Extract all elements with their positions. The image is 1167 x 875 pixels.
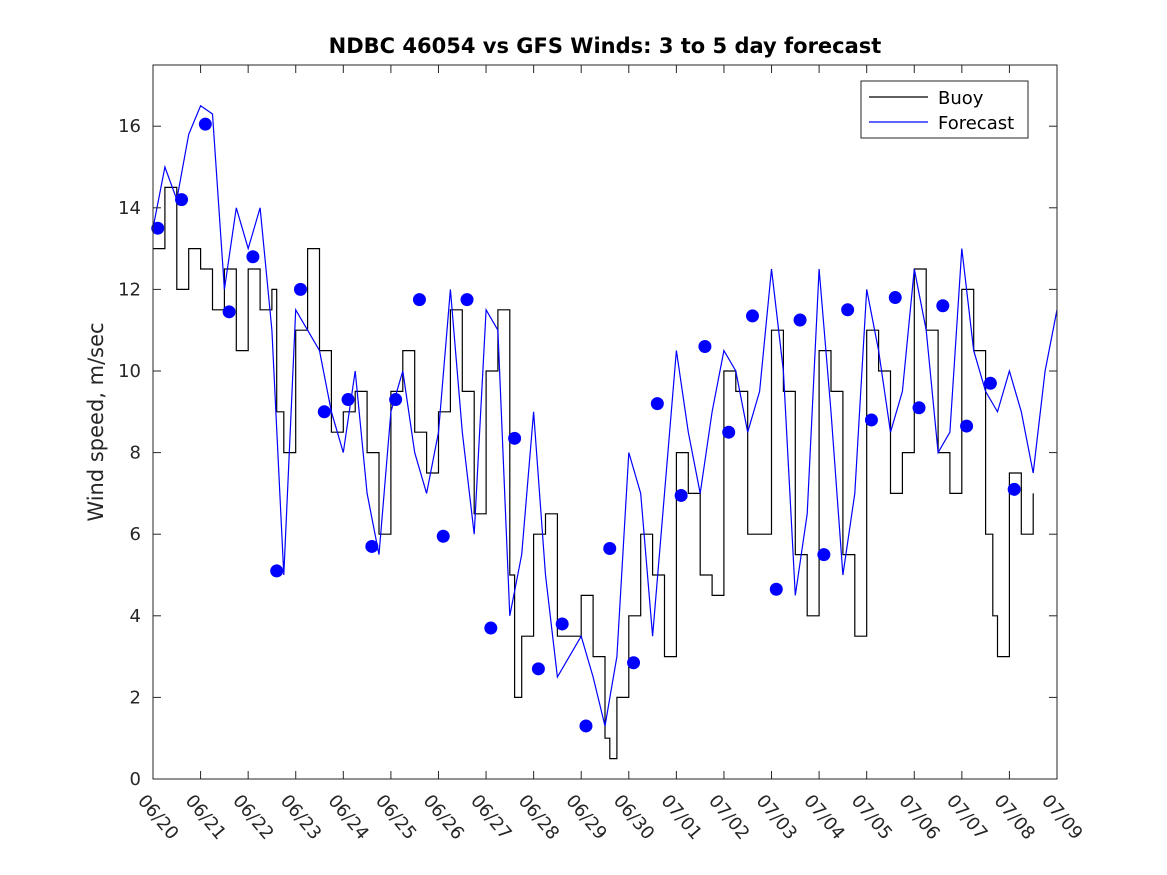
forecast-marker [698, 340, 712, 354]
forecast-markers [151, 117, 1021, 733]
forecast-marker [603, 541, 617, 555]
legend-forecast-label: Forecast [938, 113, 1014, 134]
forecast-marker [936, 299, 950, 313]
forecast-marker [341, 393, 355, 407]
y-tick-label: 2 [130, 687, 141, 708]
forecast-marker [317, 405, 331, 419]
forecast-marker [841, 303, 855, 317]
forecast-marker [389, 393, 403, 407]
forecast-marker [960, 419, 974, 433]
buoy-line [153, 186, 1034, 760]
forecast-marker [293, 282, 307, 296]
forecast-marker [912, 401, 926, 415]
legend-buoy-label: Buoy [938, 88, 984, 109]
forecast-marker [745, 309, 759, 323]
plot-frame [152, 64, 1058, 780]
forecast-marker [983, 376, 997, 390]
forecast-marker [888, 291, 902, 305]
forecast-marker [365, 539, 379, 553]
y-tick-label: 8 [130, 443, 141, 464]
forecast-marker [270, 564, 284, 578]
forecast-marker [508, 431, 522, 445]
forecast-marker [198, 117, 212, 131]
legend-box [860, 80, 1029, 139]
forecast-marker [531, 662, 545, 676]
legend: Buoy Forecast [860, 80, 1029, 139]
forecast-marker [674, 488, 688, 502]
forecast-marker [793, 313, 807, 327]
forecast-marker [460, 293, 474, 307]
buoy-series [153, 186, 1034, 760]
chart-title: NDBC 46054 vs GFS Winds: 3 to 5 day fore… [329, 34, 882, 58]
y-tick-label: 4 [130, 606, 141, 627]
forecast-series [152, 104, 1058, 727]
y-axis: 0 2 4 6 8 10 12 14 16 [118, 116, 1057, 790]
forecast-marker [817, 548, 831, 562]
forecast-marker [722, 425, 736, 439]
y-tick-label: 16 [118, 116, 141, 137]
y-axis-label: Wind speed, m/sec [84, 322, 108, 521]
y-tick-label: 12 [118, 279, 141, 300]
forecast-marker [412, 293, 426, 307]
forecast-line [152, 104, 1058, 727]
y-tick-label: 0 [130, 769, 141, 790]
forecast-marker [627, 656, 641, 670]
forecast-marker [579, 719, 593, 733]
forecast-marker [484, 621, 498, 635]
forecast-marker [246, 250, 260, 264]
forecast-marker [864, 413, 878, 427]
y-tick-label: 6 [130, 524, 141, 545]
forecast-marker [1007, 482, 1021, 496]
forecast-marker [769, 582, 783, 596]
forecast-marker [436, 529, 450, 543]
plot-area [151, 104, 1058, 760]
y-tick-label: 10 [118, 361, 141, 382]
y-tick-label: 14 [118, 198, 141, 219]
forecast-marker [222, 305, 236, 319]
forecast-marker [650, 397, 664, 411]
forecast-marker [555, 617, 569, 631]
forecast-marker [151, 221, 165, 235]
forecast-marker [175, 193, 189, 207]
